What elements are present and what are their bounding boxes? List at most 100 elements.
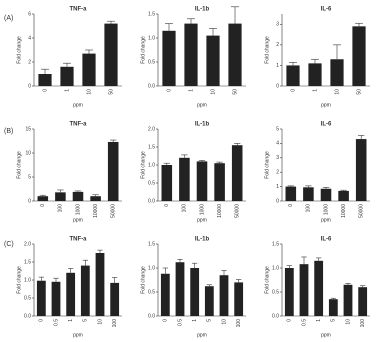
x-tick-label: 0.5 (177, 319, 183, 326)
y-tick-label: 0.0 (148, 313, 155, 319)
bar (286, 65, 300, 86)
x-tick-label: 5 (331, 319, 337, 322)
bar (90, 196, 101, 201)
y-axis-label: Fold change (16, 36, 22, 64)
y-axis-label: Fold change (140, 266, 146, 294)
chart-title: IL-1b (195, 237, 210, 243)
bar (80, 265, 90, 316)
x-tick-label: 100 (112, 319, 118, 328)
x-tick-label: 10 (210, 89, 216, 95)
y-tick-label: 2.0 (148, 126, 155, 132)
bar (219, 275, 229, 316)
y-tick-label: 1.0 (148, 162, 155, 168)
x-tick-label: 5 (83, 319, 89, 322)
bar (285, 186, 297, 201)
bar (328, 299, 338, 316)
y-tick-label: 3 (276, 155, 279, 161)
x-tick-label: 10 (97, 319, 103, 325)
panel-label: (C) (4, 241, 14, 248)
x-tick-label: 10 (345, 319, 351, 325)
y-tick-label: 1 (276, 63, 279, 69)
chart-title: TNF-a (70, 237, 88, 243)
x-tick-label: 0 (39, 319, 45, 322)
bar (37, 196, 49, 201)
x-axis-label: ppm (197, 102, 207, 108)
bar (196, 161, 208, 201)
bar (95, 253, 105, 316)
bar (179, 157, 190, 201)
y-tick-label: 4 (28, 35, 31, 41)
x-axis-label: ppm (73, 217, 83, 223)
x-tick-label: 50000 (111, 204, 117, 218)
x-tick-label: 0 (164, 204, 170, 207)
y-tick-label: 1.5 (148, 144, 155, 150)
bar (110, 282, 120, 316)
x-tick-label: 1 (316, 319, 322, 322)
y-tick-label: 0.5 (24, 295, 31, 301)
x-axis-label: ppm (321, 217, 331, 223)
y-tick-label: 0.0 (148, 198, 155, 204)
y-tick-label: 0.5 (148, 289, 155, 295)
bar (55, 192, 66, 201)
y-tick-label: 0.0 (272, 313, 279, 319)
y-tick-label: 10 (25, 150, 31, 156)
x-tick-label: 0 (287, 319, 293, 322)
x-tick-label: 5 (207, 319, 213, 322)
x-tick-label: 100 (182, 204, 188, 213)
y-tick-label: 0.5 (148, 180, 155, 186)
x-tick-label: 1 (188, 89, 194, 92)
bar (308, 63, 322, 86)
y-tick-label: 1 (276, 184, 279, 190)
x-tick-label: 1 (64, 89, 70, 92)
x-tick-label: 0 (42, 89, 48, 92)
bar (214, 163, 225, 201)
bar (330, 59, 344, 86)
y-tick-label: 1.0 (24, 277, 31, 283)
y-axis-label: Fold change (140, 36, 146, 64)
chart-title: IL-6 (321, 7, 332, 13)
bar (303, 187, 314, 201)
bar (66, 272, 76, 316)
y-tick-label: 0 (276, 83, 279, 89)
x-tick-label: 0 (288, 204, 294, 207)
chart-title: IL-1b (195, 122, 210, 128)
bar (352, 26, 366, 86)
x-tick-label: 1 (312, 89, 318, 92)
bar (82, 53, 96, 86)
bar (36, 280, 46, 316)
bar (175, 262, 185, 316)
y-tick-label: 2 (276, 42, 279, 48)
bar (190, 268, 200, 316)
x-tick-label: 10000 (93, 204, 99, 218)
y-tick-label: 3 (276, 22, 279, 28)
y-axis-label: Fold change (16, 266, 22, 294)
x-tick-label: 1000 (75, 204, 81, 215)
y-axis-label: Fold change (264, 36, 270, 64)
y-tick-label: 1.5 (148, 241, 155, 247)
x-tick-label: 50000 (359, 204, 365, 218)
x-tick-label: 50000 (235, 204, 241, 218)
x-axis-label: ppm (321, 332, 331, 338)
x-tick-label: 100 (236, 319, 242, 328)
y-axis-label: Fold change (264, 151, 270, 179)
bar (51, 281, 61, 316)
x-tick-label: 1 (68, 319, 74, 322)
panel-label: (A) (4, 15, 13, 22)
bar (206, 35, 220, 86)
y-tick-label: 1.5 (272, 241, 279, 247)
x-tick-label: 1000 (323, 204, 329, 215)
y-tick-label: 1.0 (148, 265, 155, 271)
bar (204, 286, 214, 316)
bar (38, 74, 52, 86)
y-tick-label: 6 (28, 11, 31, 17)
x-tick-label: 10 (221, 319, 227, 325)
bar (160, 273, 170, 316)
x-tick-label: 0.5 (301, 319, 307, 326)
bar (314, 260, 324, 316)
bar (162, 30, 176, 86)
x-tick-label: 100 (360, 319, 366, 328)
y-tick-label: 2 (276, 170, 279, 176)
x-tick-label: 10000 (217, 204, 223, 218)
x-tick-label: 10000 (341, 204, 347, 218)
